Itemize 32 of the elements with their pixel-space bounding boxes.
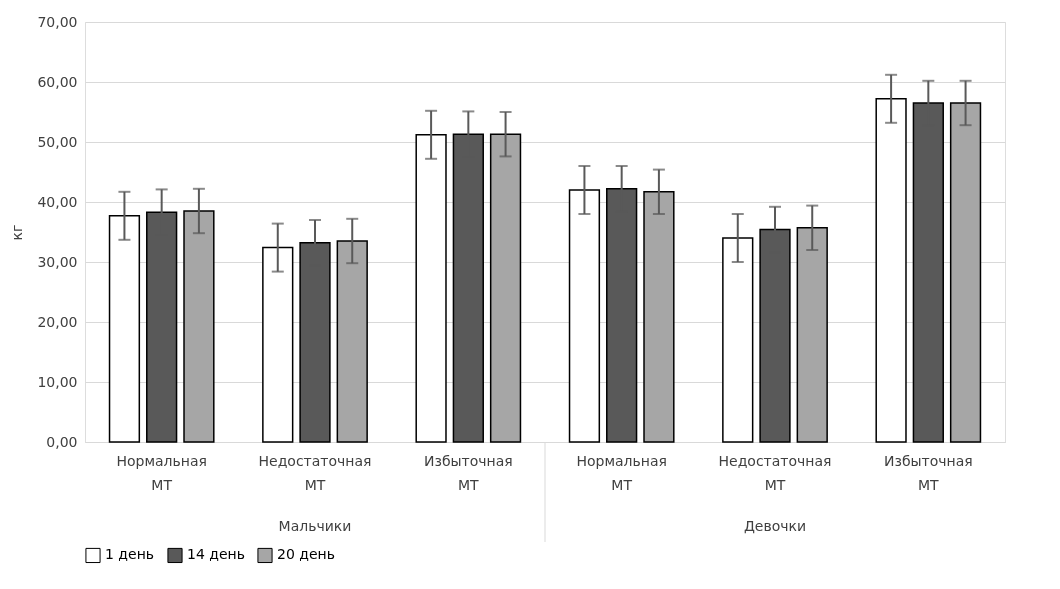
y-tick-label: 50,00 [37, 133, 78, 150]
text: Девочки [743, 518, 807, 534]
y-tick-label: 40,00 [37, 193, 78, 210]
y-tick-label: 0,00 [46, 433, 78, 450]
y-tick-label: 70,00 [37, 13, 78, 30]
y-axis-title: кг [9, 224, 26, 241]
bar [796, 227, 828, 443]
y-tick-label: 20,00 [37, 313, 78, 330]
bar [875, 98, 907, 443]
bar [415, 134, 447, 443]
bar [183, 210, 215, 443]
bar [568, 189, 601, 443]
y-tick-label: 30,00 [37, 253, 78, 270]
y-tick-label: 10,00 [37, 373, 78, 390]
text: Мальчики [278, 518, 352, 534]
bar [262, 246, 294, 443]
bar [949, 102, 982, 443]
x-tick-label: Недостаточная МТ [718, 452, 832, 493]
legend-label: 14 день [187, 546, 245, 563]
x-tick-label: Нормальная МТ [576, 452, 667, 493]
bar [336, 240, 368, 443]
bar [722, 237, 754, 443]
x-tick-label: Избыточная МТ [423, 452, 513, 493]
y-tick-label: 60,00 [37, 73, 78, 90]
legend-label: 20 день [277, 546, 335, 563]
legend-label: 1 день [105, 546, 155, 563]
bar [489, 133, 522, 443]
bar [108, 215, 141, 443]
bar [643, 191, 675, 443]
x-tick-label: Недостаточная МТ [258, 452, 372, 493]
x-tick-label: Нормальная МТ [116, 452, 207, 493]
x-tick-label: Избыточная МТ [883, 452, 973, 493]
